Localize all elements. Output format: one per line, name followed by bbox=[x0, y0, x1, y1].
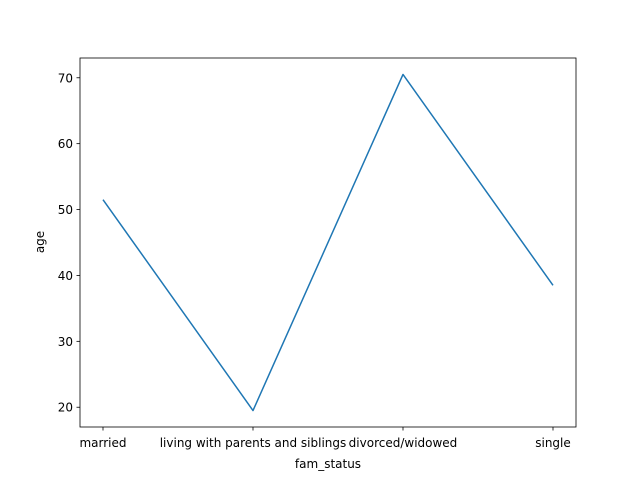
x-tick-label: married bbox=[79, 436, 126, 450]
x-tick-label: living with parents and siblings bbox=[160, 436, 347, 450]
x-tick-label: divorced/widowed bbox=[349, 436, 458, 450]
y-tick-label: 30 bbox=[58, 335, 73, 349]
y-tick-label: 20 bbox=[58, 401, 73, 415]
series-line bbox=[102, 73, 554, 412]
y-tick-label: 70 bbox=[58, 71, 73, 85]
series-group bbox=[102, 73, 554, 412]
x-axis-label: fam_status bbox=[295, 457, 361, 471]
plot-frame bbox=[79, 57, 577, 428]
y-tick-label: 60 bbox=[58, 137, 73, 151]
y-tick-label: 50 bbox=[58, 203, 73, 217]
y-axis-label: age bbox=[33, 231, 47, 253]
y-tick-label: 40 bbox=[58, 269, 73, 283]
x-axis-ticks: married living with parents and siblings d… bbox=[79, 427, 571, 450]
x-tick-label: single bbox=[535, 436, 571, 450]
y-axis-ticks: 20 30 40 50 60 70 bbox=[58, 71, 80, 415]
